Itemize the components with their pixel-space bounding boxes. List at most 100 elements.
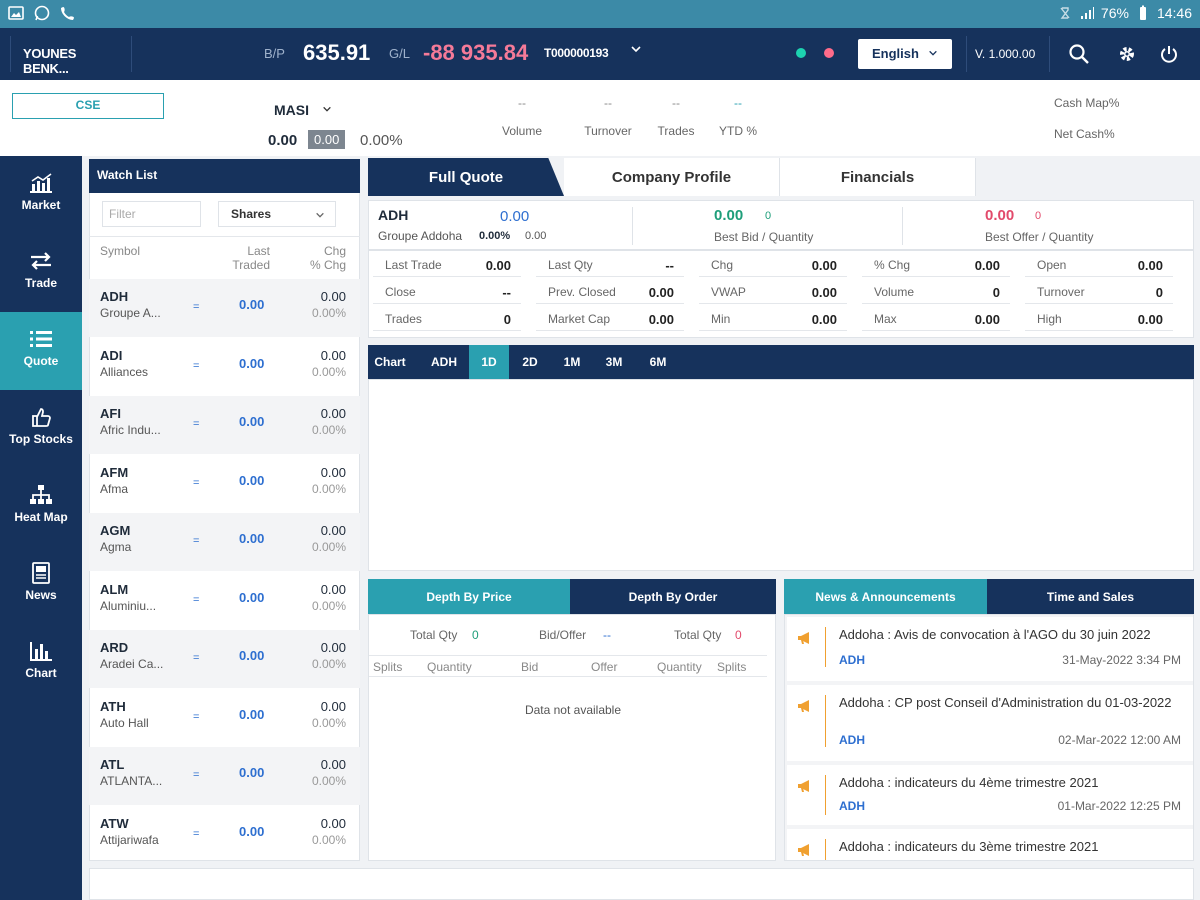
nav-label: Chart — [25, 666, 57, 680]
quote-field: High 0.00 — [1025, 307, 1173, 331]
quote-field: Last Qty -- — [536, 253, 684, 277]
quote-field: % Chg 0.00 — [862, 253, 1010, 277]
depth-tabs: Depth By Price Depth By Order — [368, 579, 776, 614]
tab-full-quote[interactable]: Full Quote — [368, 158, 564, 196]
quote-field: Turnover 0 — [1025, 280, 1173, 304]
period-1m-button[interactable]: 1M — [563, 355, 581, 369]
bp-value: 635.91 — [303, 40, 371, 65]
megaphone-icon — [798, 780, 809, 792]
bp-label: B/P — [264, 46, 285, 61]
news-item[interactable]: Addoha : indicateurs du 4ème trimestre 2… — [787, 765, 1193, 825]
language-select[interactable]: English — [858, 39, 952, 69]
no-data-message: Data not available — [524, 703, 622, 717]
nav-chart[interactable]: Chart — [0, 624, 82, 702]
quote-header: ADH Groupe Addoha 0.00 0.00% 0.00 0.00 0… — [368, 200, 1194, 250]
period-2d-button[interactable]: 2D — [522, 355, 538, 369]
feed-status-dot — [824, 48, 834, 58]
quote-list-icon — [30, 331, 52, 347]
best-offer-label: Best Offer / Quantity — [985, 230, 1094, 244]
col-symbol[interactable]: Symbol — [100, 244, 141, 258]
watchlist-row[interactable]: ARD Aradei Ca... = 0.00 0.00 0.00% — [89, 630, 360, 688]
period-3m-button[interactable]: 3M — [605, 355, 623, 369]
col-last[interactable]: Last — [247, 244, 270, 258]
battery-icon — [1139, 5, 1146, 20]
watchlist-filter-input[interactable]: Filter — [102, 201, 201, 227]
index-change-badge: 0.00 — [308, 130, 346, 149]
bid-offer-value: -- — [603, 628, 611, 642]
watchlist-row[interactable]: AFI Afric Indu... = 0.00 0.00 0.00% — [89, 396, 360, 454]
power-icon[interactable] — [1158, 43, 1180, 65]
news-panel: Addoha : Avis de convocation à l'AGO du … — [784, 614, 1194, 861]
megaphone-icon — [798, 632, 809, 644]
news-item[interactable]: Addoha : CP post Conseil d'Administratio… — [787, 685, 1193, 761]
quote-pct: 0.00% — [479, 230, 511, 242]
quote-field: VWAP 0.00 — [699, 280, 847, 304]
nav-market[interactable]: Market — [0, 156, 82, 234]
nav-label: News — [25, 588, 57, 602]
price-chart-area[interactable] — [368, 379, 1194, 571]
news-item[interactable]: Addoha : indicateurs du 3ème trimestre 2… — [787, 829, 1193, 860]
watchlist-type-select[interactable]: Shares — [218, 201, 336, 227]
watchlist-panel — [89, 159, 360, 861]
tab-news-announcements[interactable]: News & Announcements — [784, 579, 987, 614]
app-header: YOUNES BENK... B/P 635.91 G/L -88 935.84… — [0, 28, 1200, 80]
gear-icon[interactable] — [1116, 43, 1138, 65]
nav-news[interactable]: News — [0, 546, 82, 624]
user-name[interactable]: YOUNES BENK... — [10, 36, 132, 76]
quote-field: Min 0.00 — [699, 307, 847, 331]
total-qty-bid-label: Total Qty — [410, 628, 458, 642]
quote-field: Market Cap 0.00 — [536, 307, 684, 331]
nav-top-stocks[interactable]: Top Stocks — [0, 390, 82, 468]
battery-level: 76% — [1100, 5, 1129, 21]
col-chg[interactable]: Chg — [323, 244, 346, 258]
nav-trade[interactable]: Trade — [0, 234, 82, 312]
index-selector[interactable]: MASI — [274, 102, 309, 118]
megaphone-icon — [798, 844, 809, 856]
chevron-down-icon[interactable] — [322, 104, 332, 114]
chevron-down-icon[interactable] — [630, 43, 642, 55]
quote-field: Trades 0 — [373, 307, 521, 331]
watchlist-row[interactable]: AGM Agma = 0.00 0.00 0.00% — [89, 513, 360, 571]
news-item[interactable]: Addoha : Avis de convocation à l'AGO du … — [787, 617, 1193, 681]
quote-field: Chg 0.00 — [699, 253, 847, 277]
tab-financials[interactable]: Financials — [780, 158, 976, 196]
watchlist-row[interactable]: ADI Alliances = 0.00 0.00 0.00% — [100, 348, 346, 379]
megaphone-icon — [798, 700, 809, 712]
chart-toolbar: Chart ADH 1D 2D 1M 3M 6M — [368, 345, 1194, 379]
stat-trades: -- Trades — [657, 96, 695, 138]
best-bid-qty: 0 — [765, 210, 772, 222]
index-value: 0.00 — [268, 132, 298, 149]
search-icon[interactable] — [1068, 43, 1090, 65]
watchlist-row[interactable]: ALM Aluminiu... = 0.00 0.00 0.00% — [100, 582, 346, 613]
col-traded: Traded — [232, 258, 270, 272]
quote-details-grid: Last Trade 0.00 Last Qty -- Chg 0.00 % Chg 0… — [368, 250, 1194, 338]
tab-depth-by-order[interactable]: Depth By Order — [570, 579, 776, 614]
col-pct-chg: % Chg — [309, 258, 346, 272]
quote-field: Open 0.00 — [1025, 253, 1173, 277]
whatsapp-icon — [34, 5, 50, 21]
stat-ytd: -- YTD % — [718, 96, 757, 138]
divider — [825, 839, 826, 860]
best-bid-label: Best Bid / Quantity — [714, 230, 814, 244]
watchlist-title: Watch List — [89, 159, 360, 193]
best-bid: 0.00 — [714, 207, 744, 224]
nav-label: Quote — [23, 354, 59, 368]
exchange-button[interactable]: CSE — [12, 93, 164, 119]
watchlist-row[interactable]: ATH Auto Hall = 0.00 0.00 0.00% — [100, 699, 346, 730]
nav-heat-map[interactable]: Heat Map — [0, 468, 82, 546]
cash-map-label: Cash Map% — [1054, 96, 1120, 110]
account-selector[interactable]: T000000193 — [544, 46, 609, 60]
tab-company-profile[interactable]: Company Profile — [564, 158, 780, 196]
watchlist-row[interactable]: ATL ATLANTA... = 0.00 0.00 0.00% — [89, 747, 360, 805]
tab-depth-by-price[interactable]: Depth By Price — [368, 579, 570, 614]
nav-quote[interactable]: Quote — [0, 312, 82, 390]
watchlist-column-headers: Symbol Last Traded Chg % Chg — [89, 236, 360, 278]
period-1d-button[interactable]: 1D — [469, 345, 509, 379]
watchlist-row[interactable]: ADH Groupe A... = 0.00 0.00 0.00% — [89, 279, 360, 337]
watchlist-row[interactable]: ATW Attijariwafa = 0.00 0.00 0.00% — [100, 816, 346, 847]
tab-time-and-sales[interactable]: Time and Sales — [987, 579, 1194, 614]
quote-field: Prev. Closed 0.00 — [536, 280, 684, 304]
best-offer: 0.00 — [985, 207, 1015, 224]
watchlist-row[interactable]: AFM Afma = 0.00 0.00 0.00% — [100, 465, 346, 496]
period-6m-button[interactable]: 6M — [649, 355, 667, 369]
